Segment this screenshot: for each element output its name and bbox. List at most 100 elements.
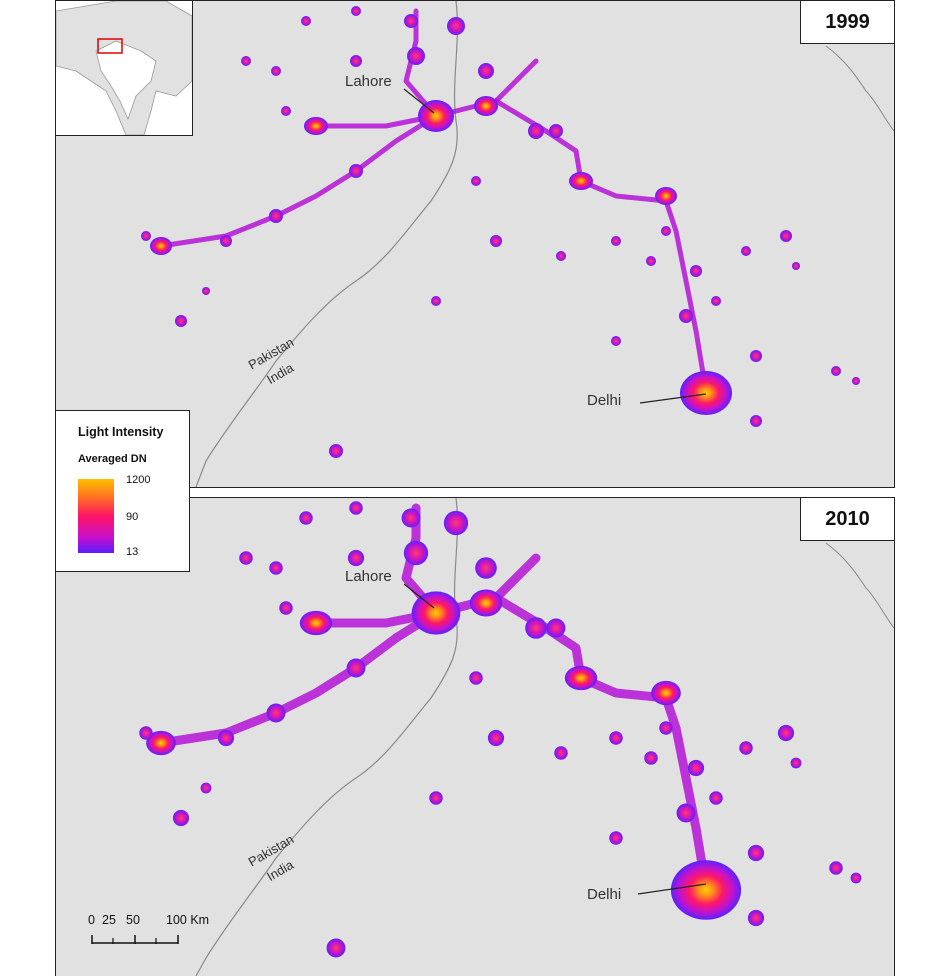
light-blob (554, 746, 568, 760)
light-blob (747, 844, 765, 862)
light-corridor (158, 113, 439, 249)
light-blob (670, 860, 742, 920)
light-blob (564, 665, 598, 691)
year-label-2010: 2010 (800, 498, 894, 541)
legend-max-label: 1200 (126, 474, 151, 486)
light-blob (329, 444, 343, 458)
light-blob (146, 730, 176, 756)
light-blob (266, 703, 286, 723)
inset-india-outline (95, 40, 157, 121)
light-blobs-2010 (139, 501, 862, 958)
city-label-delhi: Delhi (587, 886, 622, 903)
light-blob (471, 176, 481, 186)
scale-bar: 0 25 50 100 Km (88, 913, 228, 953)
light-blob (528, 123, 544, 139)
light-blob (175, 315, 187, 327)
light-blob (478, 63, 494, 79)
light-blob (279, 601, 293, 615)
light-blob (431, 296, 441, 306)
legend-title: Light Intensity (78, 425, 164, 439)
light-blob (792, 262, 800, 270)
city-label-lahore: Lahore (345, 568, 392, 585)
light-blob (549, 124, 563, 138)
scale-label-25: 25 (102, 913, 116, 927)
light-blob (651, 680, 681, 706)
light-blob (487, 729, 505, 747)
light-blob (474, 96, 498, 116)
light-blob (220, 235, 232, 247)
light-blob (349, 501, 363, 515)
inset-extent-highlight (97, 38, 123, 54)
light-blobs-1999 (141, 6, 860, 458)
light-blob (475, 557, 497, 579)
light-blob (850, 872, 862, 884)
scale-bar-ticks (91, 935, 179, 944)
pakistan-india-border (195, 498, 459, 976)
light-corridor (491, 553, 541, 603)
light-blob (747, 909, 765, 927)
light-blob (469, 589, 503, 617)
light-blob (349, 164, 363, 178)
light-blob (661, 226, 671, 236)
light-corridor (493, 58, 539, 104)
light-blob (711, 296, 721, 306)
light-blob (750, 415, 762, 427)
legend-color-ramp (78, 479, 114, 553)
light-blob (139, 726, 153, 740)
light-blob (709, 791, 723, 805)
light-blob (831, 366, 841, 376)
light-blob (490, 235, 502, 247)
light-blob (269, 561, 283, 575)
light-blob (777, 724, 795, 742)
light-blob (407, 47, 425, 65)
delhi-leader-line (639, 393, 707, 404)
light-blob (299, 511, 313, 525)
light-blob (829, 861, 843, 875)
inset-map-graphic (56, 1, 192, 135)
light-blob (269, 209, 283, 223)
light-blob (680, 371, 732, 415)
light-corridor (493, 98, 709, 394)
light-blob (150, 237, 172, 255)
light-blob (202, 287, 210, 295)
light-blob (172, 809, 190, 827)
light-corridor (491, 593, 711, 893)
city-label-lahore: Lahore (345, 73, 392, 90)
legend-subtitle: Averaged DN (78, 453, 147, 465)
state-border (825, 45, 894, 132)
light-blob (690, 265, 702, 277)
light-blob (351, 6, 361, 16)
light-blob (241, 56, 251, 66)
light-blob (411, 591, 461, 635)
inset-locator-map (55, 0, 193, 136)
light-blob (687, 759, 705, 777)
light-blob (852, 377, 860, 385)
light-blob (141, 231, 151, 241)
delhi-leader-line (637, 883, 707, 895)
light-blob (447, 17, 465, 35)
year-label-1999: 1999 (800, 1, 894, 44)
light-blob (281, 106, 291, 116)
light-blob (609, 731, 623, 745)
light-blob (741, 246, 751, 256)
city-label-delhi: Delhi (587, 392, 622, 409)
light-blob (217, 729, 235, 747)
light-blob (404, 14, 418, 28)
legend-min-label: 13 (126, 546, 139, 558)
light-corridor (156, 608, 441, 748)
light-blob (569, 172, 593, 190)
light-blob (401, 508, 421, 528)
light-blob (556, 251, 566, 261)
light-blob (790, 757, 802, 769)
light-blob (429, 791, 443, 805)
light-blob (346, 658, 366, 678)
light-blob (679, 309, 693, 323)
map-panel-2010: Lahore Delhi Pakistan India 2010 (55, 497, 895, 976)
scale-label-100: 100 Km (166, 913, 210, 927)
nightlights-map-1999 (141, 1, 894, 487)
state-border (825, 542, 894, 629)
light-blob (780, 230, 792, 242)
light-blob (644, 751, 658, 765)
light-blob (469, 671, 483, 685)
light-blob (350, 55, 362, 67)
